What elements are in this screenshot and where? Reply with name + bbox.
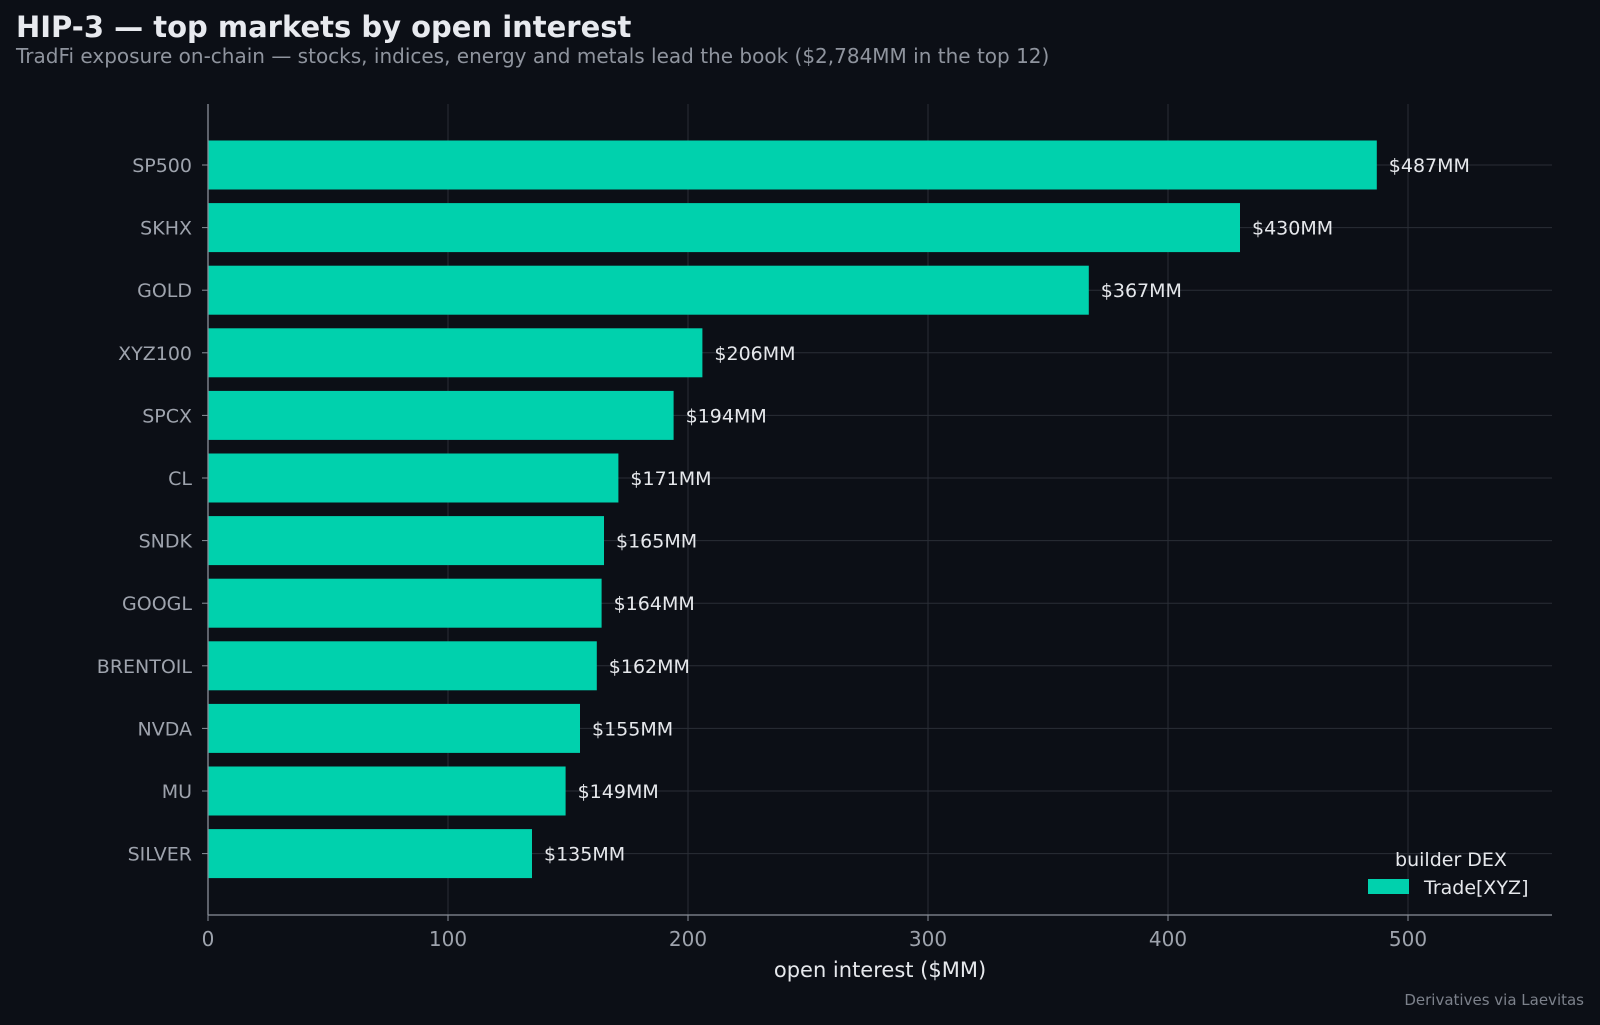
value-label-googl: $164MM bbox=[614, 593, 695, 615]
value-label-xyz100: $206MM bbox=[714, 343, 795, 365]
source-credit: Derivatives via Laevitas bbox=[1404, 991, 1584, 1009]
value-label-cl: $171MM bbox=[630, 468, 711, 490]
category-label-cl: CL bbox=[168, 468, 192, 490]
legend-entry-trade-xyz: Trade[XYZ] bbox=[1423, 877, 1528, 899]
value-label-skhx: $430MM bbox=[1252, 218, 1333, 240]
x-axis-label: open interest ($MM) bbox=[774, 958, 986, 982]
chart-subtitle: TradFi exposure on-chain — stocks, indic… bbox=[16, 44, 1050, 68]
tick-labels: 0 100 200 300 400 500 $487MM SP500 $430MM SKHX $36… bbox=[97, 155, 1470, 951]
value-label-gold: $367MM bbox=[1101, 280, 1182, 302]
category-label-spcx: SPCX bbox=[142, 405, 192, 427]
legend-title: builder DEX bbox=[1395, 849, 1507, 871]
value-label-nvda: $155MM bbox=[592, 718, 673, 740]
legend-swatch bbox=[1368, 879, 1409, 894]
bar-brentoil bbox=[208, 641, 597, 691]
category-label-sndk: SNDK bbox=[139, 531, 193, 553]
value-label-mu: $149MM bbox=[578, 781, 659, 803]
category-label-silver: SILVER bbox=[128, 844, 192, 866]
x-tick-label: 500 bbox=[1389, 927, 1427, 951]
value-label-brentoil: $162MM bbox=[609, 656, 690, 678]
x-tick-label: 100 bbox=[429, 927, 467, 951]
bars bbox=[208, 140, 1377, 879]
category-label-googl: GOOGL bbox=[122, 593, 192, 615]
value-label-silver: $135MM bbox=[544, 844, 625, 866]
axes bbox=[202, 104, 1552, 921]
bar-silver bbox=[208, 829, 532, 879]
value-label-spcx: $194MM bbox=[686, 405, 767, 427]
category-label-mu: MU bbox=[162, 781, 192, 803]
bar-mu bbox=[208, 766, 566, 816]
bar-skhx bbox=[208, 203, 1240, 253]
category-label-nvda: NVDA bbox=[137, 718, 192, 740]
bar-cl bbox=[208, 453, 619, 503]
bar-nvda bbox=[208, 703, 580, 753]
x-tick-label: 200 bbox=[669, 927, 707, 951]
bar-gold bbox=[208, 265, 1089, 315]
category-label-gold: GOLD bbox=[137, 280, 192, 302]
category-label-xyz100: XYZ100 bbox=[118, 343, 192, 365]
value-label-sp500: $487MM bbox=[1389, 155, 1470, 177]
x-tick-label: 400 bbox=[1149, 927, 1187, 951]
legend: builder DEX Trade[XYZ] bbox=[1368, 849, 1528, 899]
chart-title: HIP-3 — top markets by open interest bbox=[16, 10, 632, 44]
bar-googl bbox=[208, 578, 602, 628]
category-label-skhx: SKHX bbox=[140, 218, 192, 240]
bar-xyz100 bbox=[208, 328, 703, 378]
bar-spcx bbox=[208, 390, 674, 440]
bar-sp500 bbox=[208, 140, 1377, 190]
category-label-brentoil: BRENTOIL bbox=[97, 656, 193, 678]
x-tick-label: 300 bbox=[909, 927, 947, 951]
bar-sndk bbox=[208, 516, 604, 566]
x-tick-label: 0 bbox=[202, 927, 215, 951]
value-label-sndk: $165MM bbox=[616, 531, 697, 553]
category-label-sp500: SP500 bbox=[132, 155, 192, 177]
